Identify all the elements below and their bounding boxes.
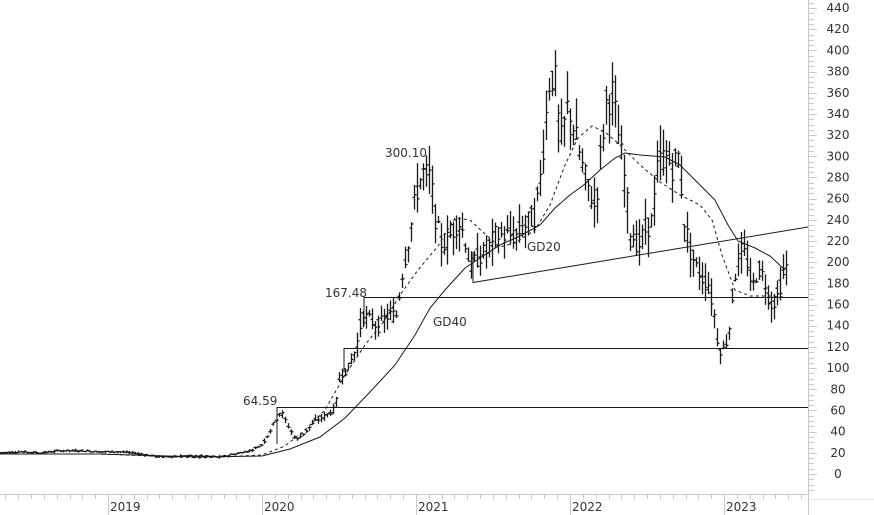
gd20-line [0,125,786,459]
y-tick-label: 120 [827,340,850,354]
gd40-line [0,152,786,458]
x-tick-label: 2019 [110,500,141,514]
y-tick-label: 0 [834,467,842,481]
y-tick-label: 280 [827,170,850,184]
y-tick-label: 220 [827,234,850,248]
y-tick-label: 80 [830,382,845,396]
y-tick-label: 240 [827,213,850,227]
gd20-label: GD20 [527,240,561,254]
price-bars [0,50,789,459]
x-tick-label: 2021 [418,500,449,514]
support-line-119 [343,348,808,372]
support-line-167 [363,297,808,326]
x-tick-label: 2022 [572,500,603,514]
y-tick-label: 340 [827,107,850,121]
gd40-label: GD40 [433,315,467,329]
x-tick-label: 2020 [264,500,295,514]
y-tick-label: 200 [827,255,850,269]
support-lines [276,226,809,444]
y-tick-label: 40 [830,425,845,439]
x-axis-ticks: 2019 2020 2021 2022 2023 [5,495,802,515]
x-tick-label: 2023 [726,500,757,514]
y-tick-label: 320 [827,128,850,142]
y-tick-label: 20 [830,446,845,460]
y-tick-label: 160 [827,298,850,312]
y-tick-label: 140 [827,319,850,333]
y-tick-label: 380 [827,65,850,79]
y-tick-label: 100 [827,361,850,375]
trend-line [472,226,809,284]
y-axis-ticks: 4404204003803603403203002802602402202001… [809,1,850,491]
y-tick-label: 300 [827,149,850,163]
support-line-64 [276,407,808,444]
y-tick-label: 440 [827,1,850,15]
y-tick-label: 360 [827,86,850,100]
y-tick-label: 60 [830,403,845,417]
level-167-label: 167.48 [325,286,367,300]
y-tick-label: 180 [827,276,850,290]
level-64-label: 64.59 [243,394,277,408]
y-tick-label: 420 [827,22,850,36]
peak-label: 300.10 [385,146,427,160]
y-tick-label: 260 [827,192,850,206]
y-tick-label: 400 [827,43,850,57]
